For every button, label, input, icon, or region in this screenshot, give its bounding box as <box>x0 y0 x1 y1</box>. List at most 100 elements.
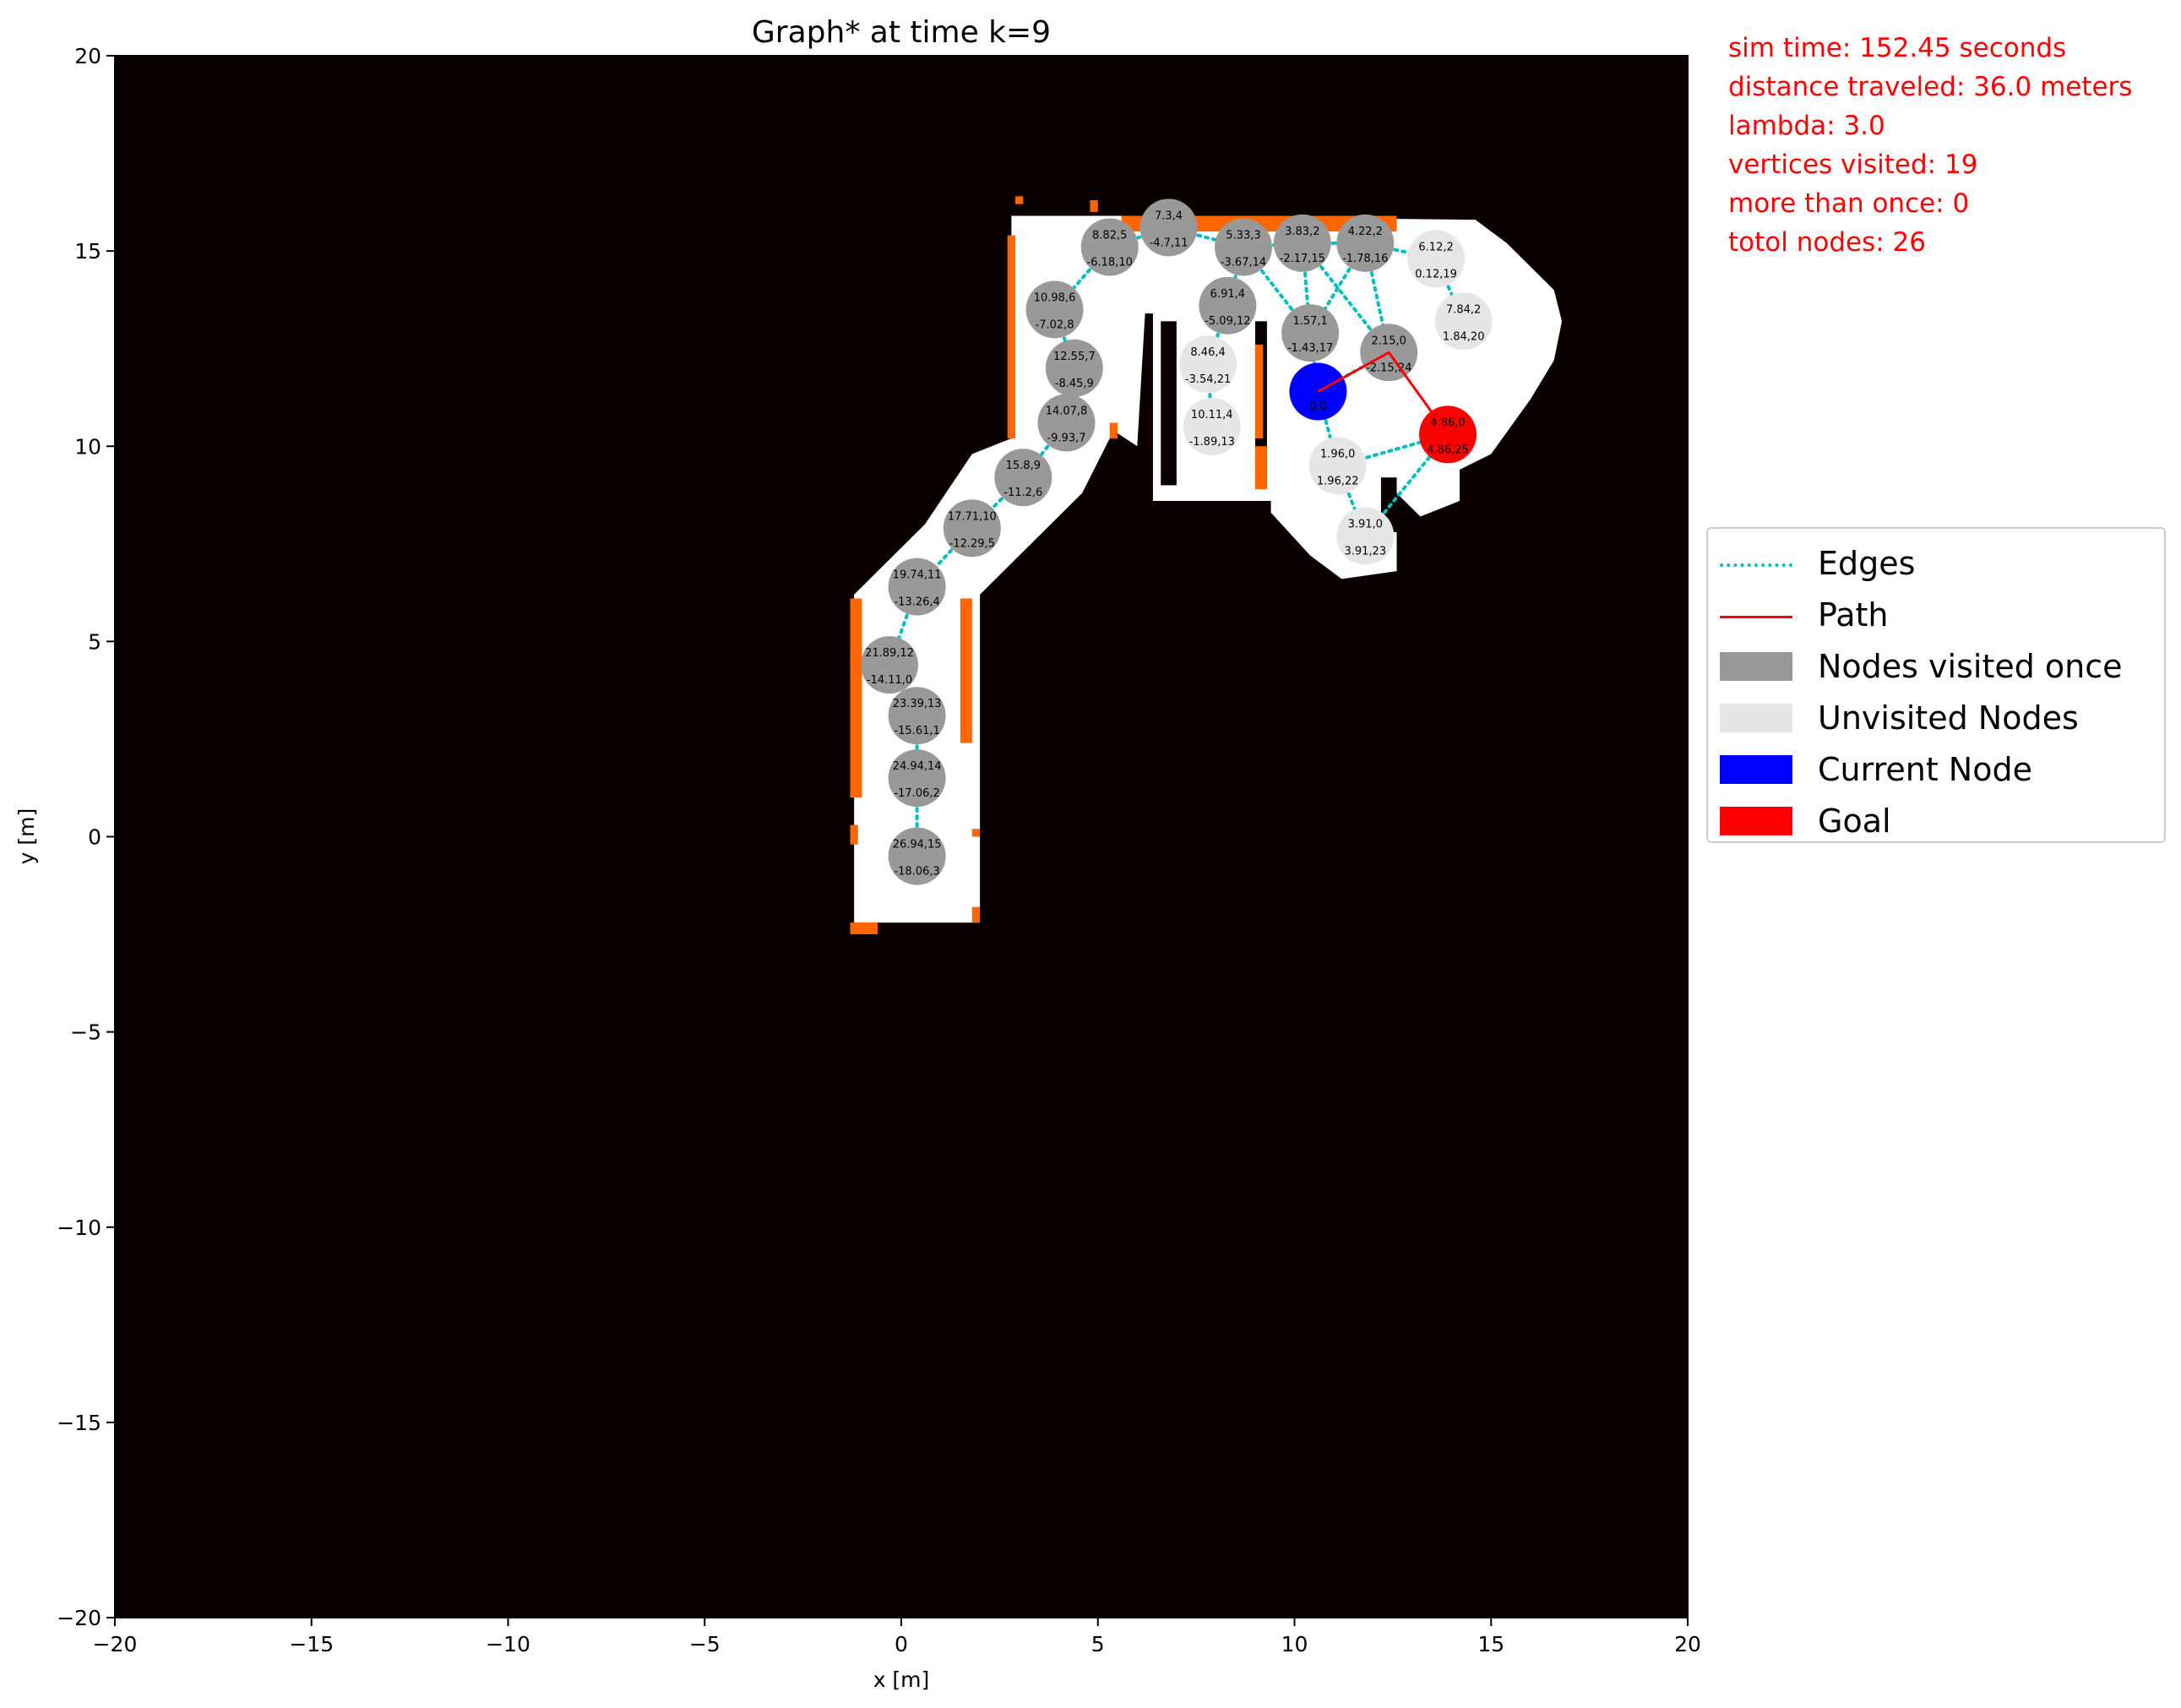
node-label-heuristic: -17.06,2 <box>894 787 939 800</box>
node-marker <box>1273 214 1331 272</box>
node-label-cost: 1.57,1 <box>1292 315 1327 328</box>
node-label-cost: 5.33,3 <box>1226 230 1260 242</box>
node-label-cost: 19.74,11 <box>893 569 942 582</box>
legend-item-visited: Nodes visited once <box>1720 645 2123 688</box>
node-label-heuristic: 0.12,19 <box>1415 268 1457 280</box>
graph-node-unvisited: 8.46,4 -3.54,21 <box>1179 335 1237 394</box>
node-marker <box>888 827 946 885</box>
legend-item-edges: Edges <box>1720 542 1915 585</box>
frontier-cell-8 <box>1014 196 1024 204</box>
node-label-heuristic: -7.02,8 <box>1036 318 1074 331</box>
node-marker <box>1199 276 1257 335</box>
frontier-cell-10 <box>1254 446 1267 490</box>
x-axis-ticks: −20 −15 −10 −5 0 5 10 15 20 <box>93 1618 1701 1656</box>
graph-node-unvisited: 7.84,2 1.84,20 <box>1434 292 1493 351</box>
path-line <box>1317 351 1449 436</box>
legend-item-current: Current Node <box>1720 748 2032 791</box>
y-tick-label: −10 <box>57 1216 101 1240</box>
stat-sim-time: sim time: 152.45 seconds <box>1728 33 2067 63</box>
graph-node-visited: 7.3,4 -4.7,11 <box>1139 199 1198 257</box>
node-label-heuristic: -13.26,4 <box>894 596 939 609</box>
node-label-cost: 2.15,0 <box>1372 335 1406 347</box>
node-label-cost: 15.8,9 <box>1006 460 1041 472</box>
x-tick-label: −5 <box>689 1632 721 1656</box>
node-marker <box>888 687 946 745</box>
x-tick-label: 0 <box>895 1632 908 1656</box>
node-label-cost: 3.91,0 <box>1348 519 1383 531</box>
node-label-cost: 23.39,13 <box>893 698 942 710</box>
node-label-cost: 4.22,2 <box>1348 226 1383 238</box>
y-tick-label: −20 <box>57 1606 101 1630</box>
node-marker <box>994 449 1052 507</box>
node-label-heuristic: -1.89,13 <box>1189 436 1235 449</box>
node-marker <box>1336 214 1395 272</box>
frontier-cell-5 <box>971 829 981 837</box>
node-label-cost: 24.94,14 <box>893 760 942 773</box>
node-marker <box>1407 230 1466 288</box>
stat-total-nodes: totol nodes: 26 <box>1728 227 1926 258</box>
graph-node-visited: 12.55,7 -8.45,9 <box>1045 339 1103 397</box>
y-axis-ticks: −20 −15 −10 −5 0 5 10 15 20 <box>57 44 115 1630</box>
x-tick-label: −20 <box>93 1632 138 1656</box>
legend-label-goal: Goal <box>1818 802 1891 840</box>
node-label-heuristic: -18.06,3 <box>894 866 939 878</box>
x-tick-label: −10 <box>486 1632 530 1656</box>
node-label-heuristic: -8.45,9 <box>1055 378 1094 390</box>
y-tick-label: 10 <box>74 434 101 459</box>
legend-label-path: Path <box>1818 596 1889 634</box>
node-marker <box>861 636 919 694</box>
node-label-cost: 7.3,4 <box>1155 209 1183 222</box>
node-label-heuristic: -3.54,21 <box>1185 373 1231 386</box>
graph-node-visited: 1.57,1 -1.43,17 <box>1281 304 1340 362</box>
y-axis-label: y [m] <box>14 808 39 865</box>
node-label-heuristic: 1.96,22 <box>1317 475 1359 487</box>
graph-nodes: 7.3,4 -4.7,11 8.82,5 -6.18,10 10.98,6 -7.02,8… <box>861 199 1493 885</box>
node-marker <box>1179 335 1237 394</box>
graph-node-visited: 5.33,3 -3.67,14 <box>1214 218 1272 276</box>
node-marker <box>1434 292 1493 351</box>
x-tick-label: 5 <box>1091 1632 1105 1656</box>
node-label-heuristic: -5.09,12 <box>1205 315 1250 328</box>
node-label-heuristic: -11.2,6 <box>1003 487 1042 499</box>
node-label-heuristic: 3.91,23 <box>1344 546 1386 558</box>
node-marker <box>943 499 1001 558</box>
node-label-cost: 6.91,4 <box>1210 288 1245 301</box>
graph-node-unvisited: 6.12,2 0.12,19 <box>1407 230 1466 288</box>
graph-node-visited: 21.89,12 -14.11,0 <box>861 636 919 694</box>
simulation-stats: sim time: 152.45 seconds distance travel… <box>1728 29 2132 262</box>
node-label-cost: 21.89,12 <box>865 647 914 660</box>
node-label-cost: 6.12,2 <box>1418 241 1453 253</box>
graph-node-visited: 24.94,14 -17.06,2 <box>888 749 946 808</box>
graph-node-visited: 17.71,10 -12.29,5 <box>943 499 1001 558</box>
y-tick-label: −15 <box>57 1411 101 1435</box>
x-tick-label: −15 <box>289 1632 334 1656</box>
node-label-cost: 8.82,5 <box>1092 230 1127 242</box>
node-label-cost: 10.98,6 <box>1034 291 1076 304</box>
node-label-heuristic: -1.43,17 <box>1287 342 1333 355</box>
node-label-heuristic: -9.93,7 <box>1047 432 1085 445</box>
node-label-cost: 14.07,8 <box>1046 405 1088 418</box>
node-label-heuristic: -3.67,14 <box>1221 257 1266 269</box>
graph-node-visited: 6.91,4 -5.09,12 <box>1199 276 1257 335</box>
y-tick-label: 20 <box>74 44 101 68</box>
x-tick-label: 20 <box>1674 1632 1701 1656</box>
graph-node-visited: 3.83,2 -2.17,15 <box>1273 214 1331 272</box>
node-marker <box>1281 304 1340 362</box>
node-label-heuristic: -2.15,24 <box>1366 362 1411 374</box>
legend-label-edges: Edges <box>1818 545 1916 582</box>
node-label-heuristic: 1.84,20 <box>1443 330 1485 343</box>
graph-node-visited: 8.82,5 -6.18,10 <box>1080 218 1139 276</box>
graph-node-visited: 15.8,9 -11.2,6 <box>994 449 1052 507</box>
edges-swatch <box>1720 563 1792 567</box>
interior-wall-0 <box>1161 321 1177 486</box>
node-marker <box>1308 437 1367 495</box>
graph-node-unvisited: 3.91,0 3.91,23 <box>1336 507 1395 565</box>
node-label-heuristic: -6.18,10 <box>1087 257 1133 269</box>
x-tick-label: 15 <box>1477 1632 1504 1656</box>
graph-node-visited: 14.07,8 -9.93,7 <box>1037 394 1096 452</box>
node-label-heuristic: 4.86,25 <box>1427 443 1469 456</box>
y-tick-label: −5 <box>70 1020 101 1045</box>
node-label-cost: 8.46,4 <box>1190 346 1225 359</box>
frontier-cell-11 <box>1254 345 1264 439</box>
